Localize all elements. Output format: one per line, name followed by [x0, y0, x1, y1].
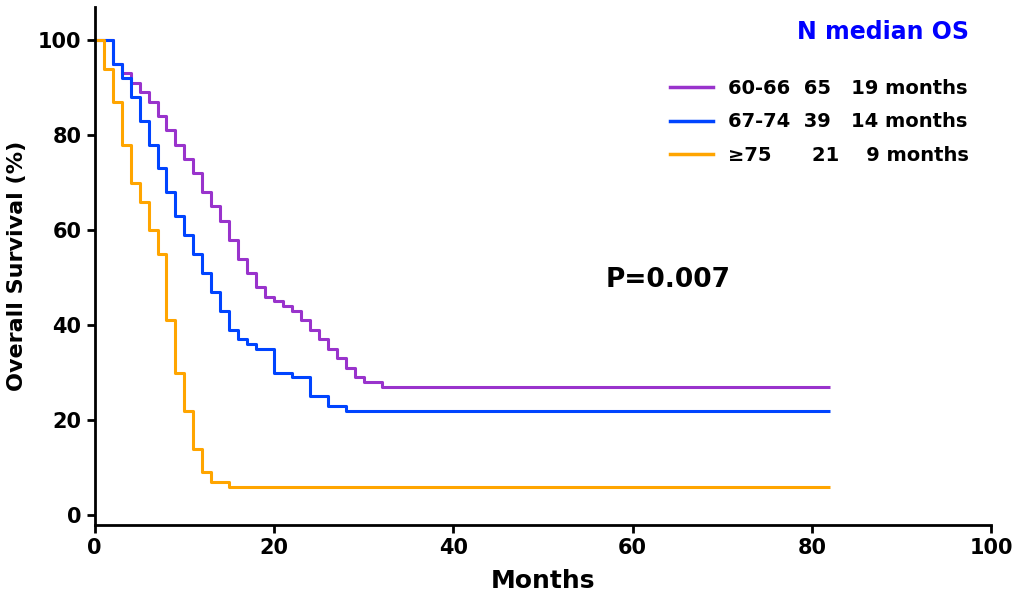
Legend: 60-66  65   19 months, 67-74  39   14 months, ≥75      21    9 months: 60-66 65 19 months, 67-74 39 14 months, …	[661, 71, 976, 173]
X-axis label: Months: Months	[490, 569, 595, 593]
Text: N median OS: N median OS	[796, 20, 968, 44]
Text: P=0.007: P=0.007	[605, 266, 730, 293]
Y-axis label: Overall Survival (%): Overall Survival (%)	[7, 141, 26, 391]
